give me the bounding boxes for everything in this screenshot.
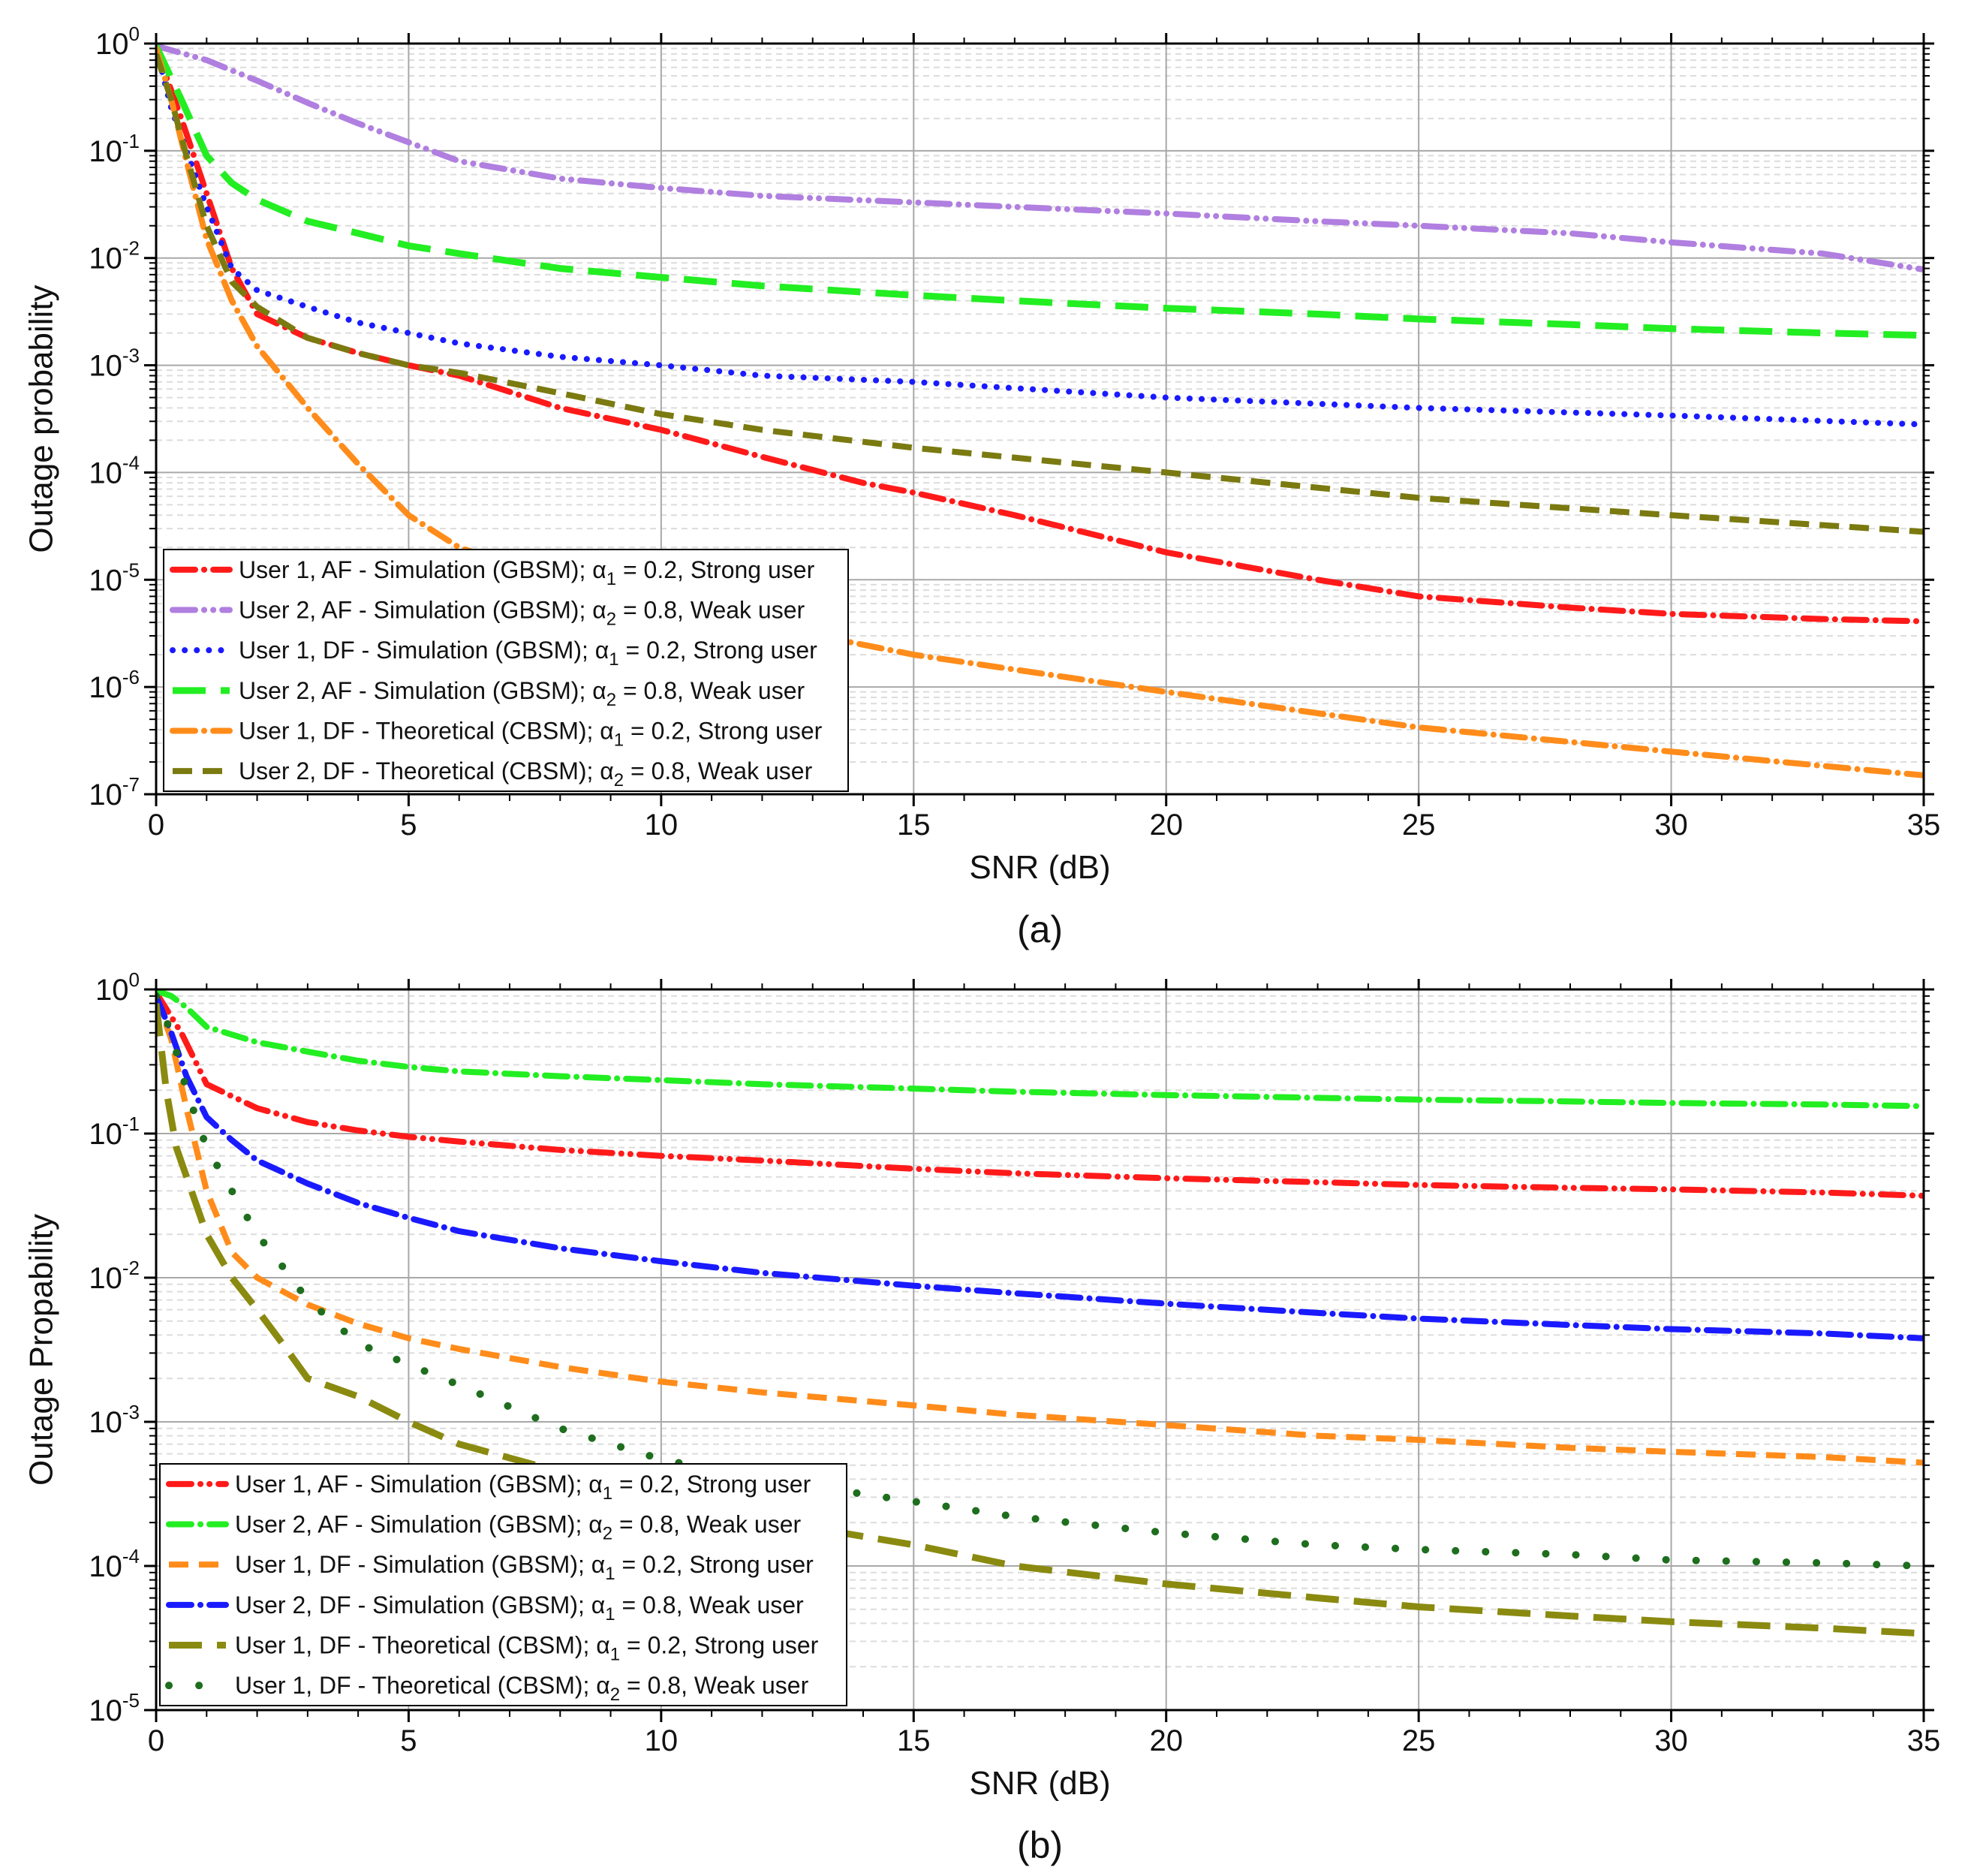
x-tick-label: 35 [1907,1724,1941,1757]
legend-label-3: User 1, DF - Simulation (GBSM); α1 = 0.2… [239,637,817,670]
series-group [156,44,1924,778]
x-tick-label: 10 [645,809,679,842]
x-tick-label: 5 [400,809,417,842]
y-tick-label: 10-3 [89,1401,140,1439]
series-line-5 [156,1003,1924,1637]
legend-label-4: User 2, DF - Simulation (GBSM); α1 = 0.8… [235,1591,804,1625]
x-tick-label: 5 [400,1724,417,1757]
x-tick-label: 35 [1907,809,1941,842]
series-line-3 [156,45,1924,428]
y-tick-label: 10-2 [89,237,140,276]
series-line-1 [156,989,1924,1199]
legend-label-6: User 2, DF - Theoretical (CBSM); α2 = 0.… [239,757,813,790]
panel-label: (a) [1017,908,1063,950]
x-axis-title: SNR (dB) [969,1765,1110,1802]
y-tick-label: 10-5 [89,1689,140,1727]
plot-frame [155,42,1925,796]
x-tick-label: 25 [1402,1724,1436,1757]
y-tick-label: 10-6 [89,666,140,704]
series-group [156,989,1924,1637]
x-tick-label: 0 [148,1724,164,1757]
x-axis-title: SNR (dB) [969,849,1110,886]
y-tick-label: 10-7 [89,773,140,812]
y-axis: 100 10-1 10-2 10-3 10-4 10-5 10-6 10-7 [89,23,1934,812]
series-line-3 [156,995,1924,1466]
legend-label-1: User 1, AF - Simulation (GBSM); α1 = 0.2… [235,1471,811,1504]
series-line-5 [156,45,1924,778]
x-tick-label: 25 [1402,809,1436,842]
y-tick-label: 100 [95,23,140,61]
x-axis: 0 5 10 15 20 25 30 35 [148,33,1940,842]
series-line-4 [156,44,1924,339]
y-axis-title: Outage Propability [23,1214,60,1486]
x-tick-label: 30 [1654,1724,1688,1757]
legend: User 1, AF - Simulation (GBSM); α1 = 0.2… [159,1463,847,1706]
x-tick-label: 0 [148,809,164,842]
plot-frame [155,988,1925,1712]
series-line-2 [156,989,1924,1110]
legend-label-5: User 1, DF - Theoretical (CBSM); α1 = 0.… [235,1632,819,1665]
legend-label-2: User 2, AF - Simulation (GBSM); α2 = 0.8… [239,597,805,630]
x-axis: 0 5 10 15 20 25 30 35 [148,979,1940,1757]
y-tick-label: 10-1 [89,130,140,168]
legend-label-5: User 1, DF - Theoretical (CBSM); α1 = 0.… [239,718,823,751]
legend-label-2: User 2, AF - Simulation (GBSM); α2 = 0.8… [235,1511,802,1544]
chart-panel-b: 0 5 10 15 20 25 30 35 100 10-1 10-2 10-3 10-4 10-5 SNR… [23,968,1941,1866]
x-tick-label: 10 [645,1724,679,1757]
y-axis: 100 10-1 10-2 10-3 10-4 10-5 [89,968,1934,1727]
panel-label: (b) [1017,1824,1063,1866]
x-tick-label: 30 [1654,809,1688,842]
y-tick-label: 10-4 [89,1545,140,1583]
series-line-4 [156,992,1924,1342]
legend-label-6: User 1, DF - Theoretical (CBSM); α2 = 0.… [235,1672,809,1705]
legend-label-1: User 1, AF - Simulation (GBSM); α1 = 0.2… [239,556,815,589]
legend-label-4: User 2, AF - Simulation (GBSM); α2 = 0.8… [239,677,805,710]
series-line-6 [156,992,1924,1570]
y-tick-label: 10-2 [89,1257,140,1295]
y-tick-label: 10-1 [89,1113,140,1151]
series-line-6 [156,53,1924,535]
x-tick-label: 20 [1149,809,1183,842]
y-tick-label: 100 [95,968,140,1007]
series-line-2 [156,44,1924,273]
legend-box [163,549,849,792]
legend-box [159,1463,847,1706]
x-tick-label: 15 [897,809,931,842]
x-tick-label: 15 [897,1724,931,1757]
y-axis-title: Outage probability [23,285,60,553]
x-tick-label: 20 [1149,1724,1183,1757]
legend-label-3: User 1, DF - Simulation (GBSM); α1 = 0.2… [235,1551,814,1584]
chart-panel-a: 0 5 10 15 20 25 30 35 100 10-1 10-2 10-3 10-4 10-5 10-… [23,23,1941,950]
y-tick-label: 10-3 [89,345,140,383]
legend: User 1, AF - Simulation (GBSM); α1 = 0.2… [163,549,849,792]
y-tick-label: 10-5 [89,559,140,597]
y-tick-label: 10-4 [89,451,140,489]
